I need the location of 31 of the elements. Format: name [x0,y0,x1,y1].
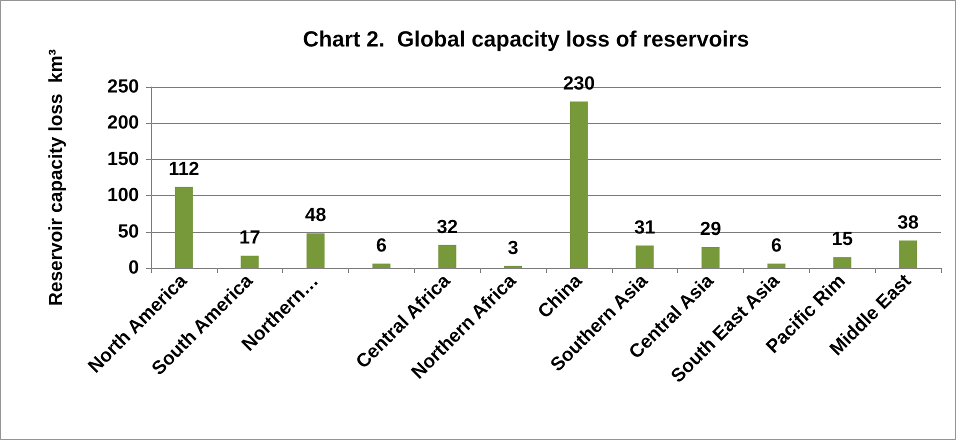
bar [240,256,259,268]
bar [833,257,852,268]
data-label: 38 [898,212,919,234]
y-tick-label: 150 [107,148,139,170]
data-label: 230 [563,73,595,94]
data-label: 15 [832,229,854,250]
bar [702,247,720,268]
bar [306,233,325,268]
bar [438,244,456,268]
bar [174,186,193,268]
data-label: 32 [436,216,458,238]
chart-title: Chart 2. Global capacity loss of reservoirs [302,26,750,52]
data-label: 29 [700,219,722,240]
y-tick-label: 0 [128,258,139,278]
bar [636,246,654,268]
data-label: 6 [376,236,387,257]
data-label: 31 [634,218,656,239]
y-tick-label: 250 [107,76,139,98]
bar [767,264,786,268]
data-label: 3 [508,238,518,259]
data-label: 6 [771,236,782,257]
data-label: 17 [239,228,260,249]
bar [899,240,918,268]
y-tick-label: 200 [107,112,139,134]
bar [570,101,588,268]
bar [372,264,390,268]
data-label: 112 [168,158,200,180]
y-tick-label: 100 [107,185,139,206]
y-axis-title: Reservoir capacity loss km³ [46,49,67,306]
y-tick-label: 50 [118,221,139,242]
data-label: 48 [305,205,326,226]
